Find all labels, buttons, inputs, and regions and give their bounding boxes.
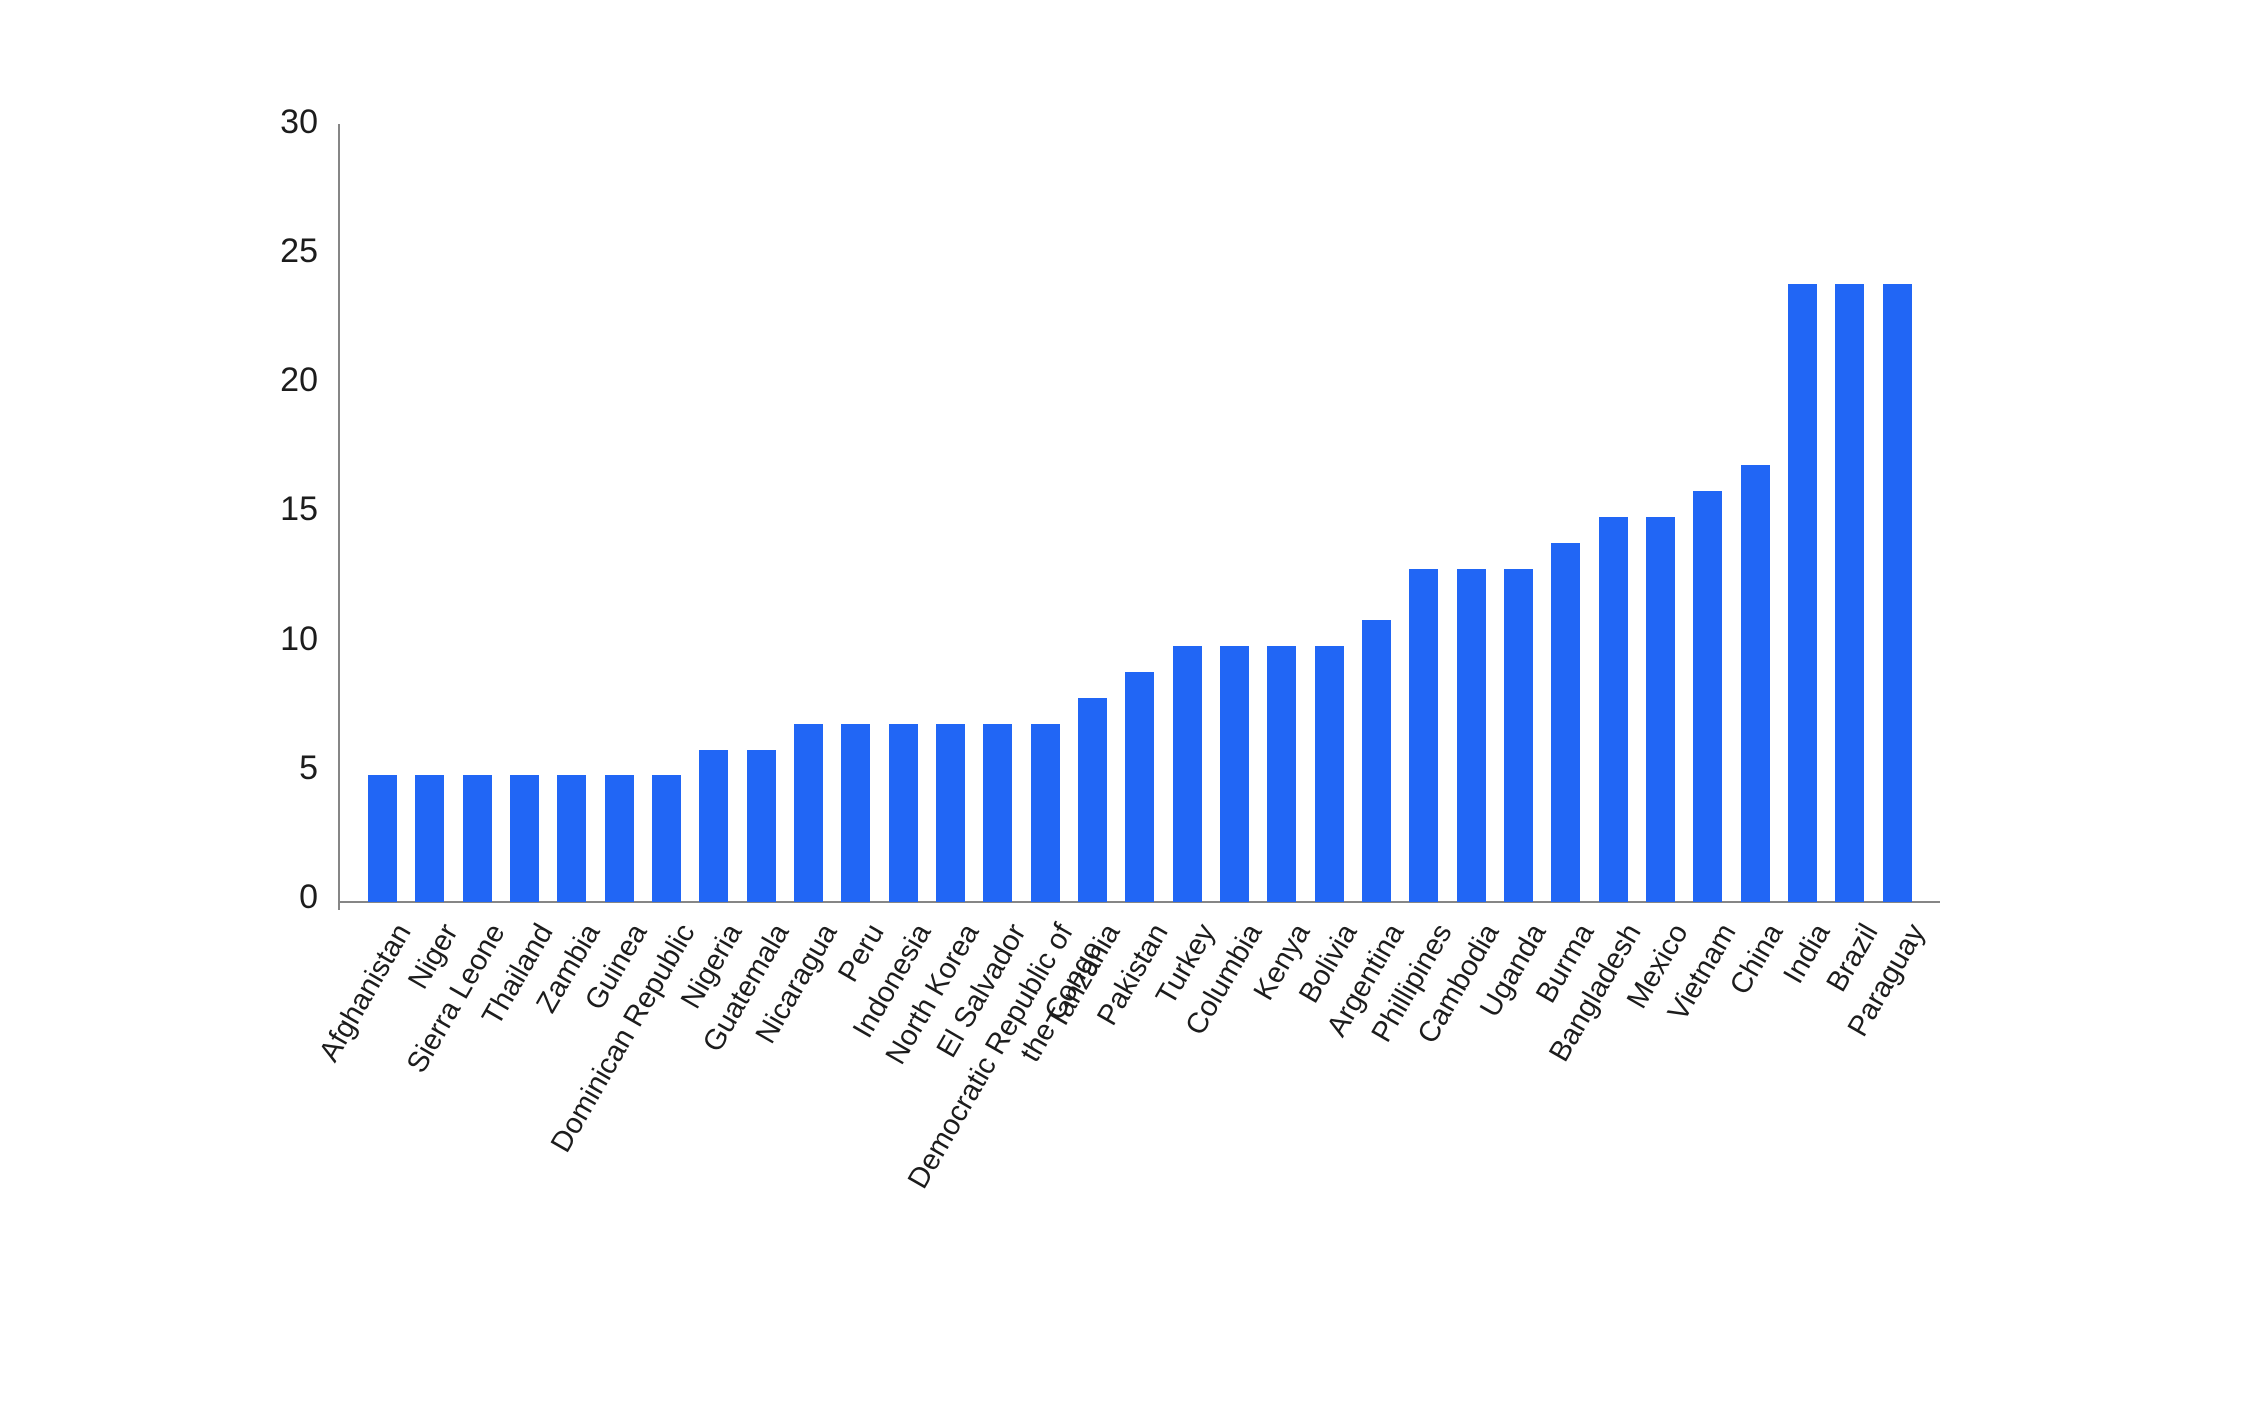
bar [1835,284,1865,902]
bar [1882,284,1912,902]
bar [936,723,965,902]
bar [699,749,729,902]
y-tick-label: 20 [280,361,318,399]
bar [1551,542,1581,902]
bar [888,723,918,902]
bar [983,723,1013,902]
bar [652,775,681,902]
y-tick-label: 25 [280,231,318,270]
bar [557,775,587,902]
bar [1598,516,1628,902]
y-tick-label: 30 [280,102,318,141]
bar [1172,646,1202,902]
bar [1267,646,1297,902]
y-tick-label: 5 [299,748,318,787]
bar [841,723,871,902]
bar [1314,646,1344,902]
bar [604,775,634,902]
x-axis-line [338,901,1940,903]
bar [1030,723,1060,902]
bar [1503,568,1533,902]
bar [1693,491,1723,902]
x-tick-label: Afghanistan [312,918,418,1068]
bar [510,775,539,902]
bar [1219,646,1249,902]
bar [1409,568,1439,902]
bar [1361,620,1391,902]
bar [794,723,823,902]
bar [1787,284,1817,902]
y-tick-label: 0 [299,878,318,916]
bar [746,749,776,902]
y-tick-label: 10 [280,619,318,658]
bar [1740,465,1770,902]
bar [1645,516,1675,902]
bar [368,775,397,902]
bar [462,775,492,902]
bar [1125,671,1155,902]
bar [415,775,445,902]
bar [1077,697,1107,902]
y-tick-label: 15 [280,490,318,529]
bar [1456,568,1486,902]
y-axis-line [338,124,340,910]
